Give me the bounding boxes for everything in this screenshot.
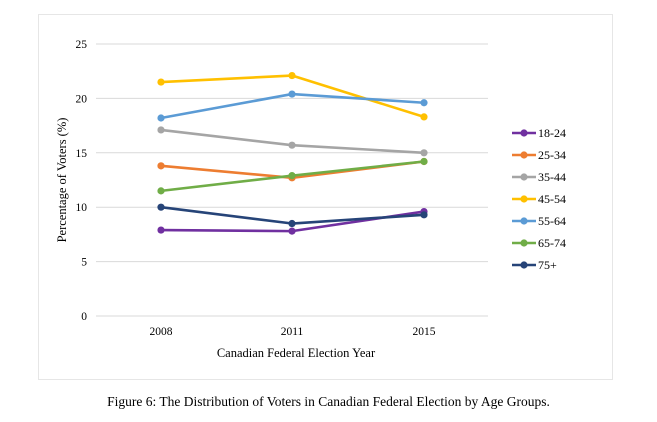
legend-item: 35-44 bbox=[512, 170, 566, 184]
y-tick-label: 20 bbox=[76, 93, 88, 105]
legend-label: 65-74 bbox=[538, 236, 566, 250]
legend-swatch-marker bbox=[520, 129, 528, 137]
data-point bbox=[157, 78, 165, 86]
legend-label: 18-24 bbox=[538, 126, 566, 140]
legend-item: 55-64 bbox=[512, 214, 566, 228]
x-tick-labels: 2008 2011 2015 bbox=[150, 326, 436, 338]
legend-label: 55-64 bbox=[538, 214, 566, 228]
legend-swatch-marker bbox=[520, 173, 528, 181]
data-point bbox=[420, 211, 428, 219]
data-point bbox=[420, 157, 428, 166]
legend-swatch-marker bbox=[520, 151, 528, 159]
y-tick-label: 10 bbox=[76, 202, 88, 214]
figure-caption: Figure 6: The Distribution of Voters in … bbox=[107, 394, 550, 409]
data-point bbox=[420, 149, 428, 157]
legend-item: 75+ bbox=[512, 258, 557, 272]
data-point bbox=[288, 227, 296, 235]
data-point bbox=[157, 114, 165, 122]
y-tick-label: 0 bbox=[81, 311, 87, 323]
x-tick-label: 2011 bbox=[281, 326, 304, 338]
data-point bbox=[157, 226, 165, 234]
data-point bbox=[288, 71, 296, 80]
legend-label: 75+ bbox=[538, 258, 557, 272]
data-point bbox=[420, 113, 428, 121]
series-55-64 bbox=[157, 90, 428, 122]
chart-frame bbox=[38, 14, 613, 380]
x-axis-title: Canadian Federal Election Year bbox=[217, 346, 376, 360]
legend-label: 25-34 bbox=[538, 148, 566, 162]
series-75+ bbox=[157, 203, 428, 228]
data-point bbox=[157, 162, 165, 170]
series-65-74 bbox=[157, 157, 428, 195]
y-axis-title: Percentage of Voters (%) bbox=[55, 118, 69, 243]
legend-label: 45-54 bbox=[538, 192, 566, 206]
legend-swatch-marker bbox=[520, 261, 528, 269]
data-point bbox=[157, 203, 165, 211]
legend-swatch-marker bbox=[520, 195, 528, 203]
y-tick-labels: 0 5 10 15 20 25 bbox=[76, 39, 88, 323]
x-tick-label: 2008 bbox=[150, 326, 173, 338]
x-tick-label: 2015 bbox=[413, 326, 436, 338]
legend: 18-24 25-34 35-44 45-54 55-64 65-74 75+ bbox=[512, 126, 566, 272]
legend-label: 35-44 bbox=[538, 170, 566, 184]
legend-item: 18-24 bbox=[512, 126, 566, 140]
series-35-44 bbox=[157, 126, 428, 157]
series-line bbox=[160, 92, 425, 120]
y-tick-label: 15 bbox=[76, 148, 88, 160]
legend-item: 65-74 bbox=[512, 236, 566, 250]
y-tick-label: 5 bbox=[81, 257, 87, 269]
line-chart: 0 5 10 15 20 25 2008 2011 2015 18-24 25-34 35-44 4… bbox=[55, 39, 566, 360]
data-point bbox=[288, 141, 296, 149]
y-tick-label: 25 bbox=[76, 39, 88, 51]
series-45-54 bbox=[157, 71, 428, 121]
legend-swatch-marker bbox=[520, 217, 528, 225]
legend-item: 45-54 bbox=[512, 192, 566, 206]
legend-swatch-marker bbox=[520, 239, 528, 247]
data-point bbox=[420, 99, 428, 107]
series-line bbox=[160, 128, 425, 155]
series-lines bbox=[157, 71, 428, 235]
legend-item: 25-34 bbox=[512, 148, 566, 162]
data-point bbox=[157, 126, 165, 134]
data-point bbox=[288, 172, 296, 180]
data-point bbox=[288, 90, 296, 98]
data-point bbox=[157, 187, 165, 195]
data-point bbox=[288, 219, 296, 228]
